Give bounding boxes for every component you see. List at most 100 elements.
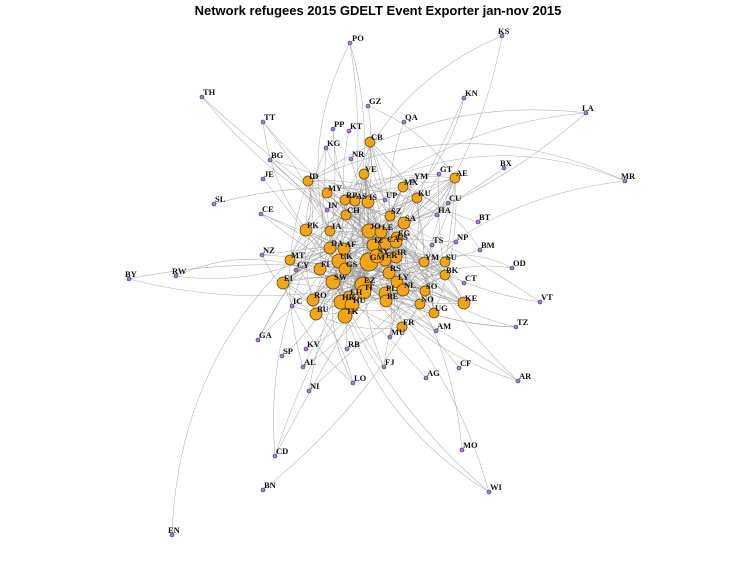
node-sa (397, 216, 411, 230)
node-sz (384, 210, 396, 222)
edge-TT-JA (262, 121, 331, 232)
node-label-ku: KU (418, 188, 431, 198)
edge-BX-UK (338, 167, 505, 262)
node-ks (499, 33, 505, 39)
node-la (583, 110, 589, 116)
nodes-layer (126, 33, 628, 538)
edge-BM-MX (402, 186, 481, 251)
edge-LO-EI (282, 282, 354, 384)
edge-CH-KU (345, 197, 418, 216)
node-in (324, 207, 330, 213)
edge-KE-MT (289, 259, 465, 304)
node-ym (410, 178, 416, 184)
node-hu (344, 297, 360, 313)
edge-KS-RP (344, 35, 503, 201)
node-tz (513, 324, 519, 330)
node-ja (324, 225, 336, 237)
edge-EN-CH (171, 214, 347, 536)
node-label-bx: BX (500, 158, 513, 168)
node-cd (272, 453, 278, 459)
node-label-cf: CF (460, 358, 471, 368)
node-label-am: AM (437, 321, 451, 331)
node-np (453, 239, 459, 245)
node-kv (303, 346, 309, 352)
node-label-hr: HR (342, 292, 356, 302)
edge-FR2-BU (315, 313, 403, 330)
edge-MR-YM2 (423, 180, 626, 263)
node-ag (423, 375, 429, 381)
edge-UG-KU (416, 197, 435, 314)
node-kg (323, 145, 329, 151)
edge-KE-GS (344, 267, 465, 304)
edge-BT-CB (369, 141, 479, 223)
edge-FJ-YM2 (383, 261, 425, 368)
node-label-is: IS (369, 192, 377, 202)
node-je (260, 176, 266, 182)
node-label-as: AS (356, 191, 367, 201)
node-label-nl: NL (404, 280, 416, 290)
node-label-kn: KN (465, 88, 479, 98)
edge-HA-ID (307, 180, 438, 216)
node-label-nr: NR (352, 149, 365, 159)
node-label-ni: NI (310, 381, 320, 391)
node-kn (461, 95, 467, 101)
node-tk (337, 308, 353, 324)
edge-LA-ID (307, 109, 587, 182)
node-en (169, 532, 175, 538)
node-label-gz: GZ (369, 96, 382, 106)
node-label-th: TH (203, 87, 216, 97)
node-it (356, 284, 372, 300)
node-as (349, 195, 361, 207)
node-label-it: IT (365, 282, 374, 292)
node-pk (299, 223, 313, 237)
edge-OD-YM2 (423, 254, 513, 269)
node-be (379, 294, 393, 308)
node-cy (293, 267, 299, 273)
edge-MT-RP (289, 199, 346, 261)
node-label-tt: TT (264, 112, 276, 122)
node-gs (338, 262, 352, 276)
edge-YM2-FI (319, 261, 425, 277)
node-ro (306, 293, 320, 307)
edge-LO-EI (282, 282, 354, 384)
edge-RO-RS (312, 272, 390, 301)
node-label-uk: UK (340, 251, 353, 261)
node-label-so: SO (426, 281, 438, 291)
node-bk (439, 269, 451, 281)
node-label-la: LA (582, 103, 595, 113)
node-label-bg: BG (271, 150, 284, 160)
node-ts (429, 242, 435, 248)
node-rb (344, 346, 350, 352)
node-label-ts: TS (433, 235, 444, 245)
node-label-ha: HA (438, 205, 452, 215)
node-label-da: DA (331, 238, 344, 248)
edge-KE-VE (363, 173, 465, 304)
node-af (337, 242, 351, 256)
node-label-ei: EI (284, 273, 294, 283)
node-label-rw: RW (172, 266, 187, 276)
node-al (300, 364, 306, 370)
node-ni (306, 388, 312, 394)
edge-KE-CH (345, 214, 465, 304)
node-fr2 (396, 321, 408, 333)
node-label-ag: AG (427, 368, 440, 378)
node-bm (477, 247, 483, 253)
edge-TT-GS (262, 121, 346, 270)
edge-WI-DA (329, 247, 490, 493)
node-label-gm: GM (370, 252, 385, 262)
node-bg (267, 157, 273, 163)
node-label-gs: GS (346, 259, 358, 269)
node-ei (276, 276, 290, 290)
edge-RO-LY (312, 281, 398, 301)
node-label-ug: UG (435, 303, 448, 313)
node-label-cu: CU (449, 193, 461, 203)
node-label-cy: CY (297, 260, 309, 270)
node-label-bm: BM (481, 240, 495, 250)
node-rs (382, 266, 396, 280)
node-ar (515, 378, 521, 384)
edge-EZ-AS (354, 200, 365, 286)
node-le (374, 225, 388, 239)
node-by (126, 276, 132, 282)
node-cu (445, 200, 451, 206)
node-label-bt: BT (479, 212, 491, 222)
